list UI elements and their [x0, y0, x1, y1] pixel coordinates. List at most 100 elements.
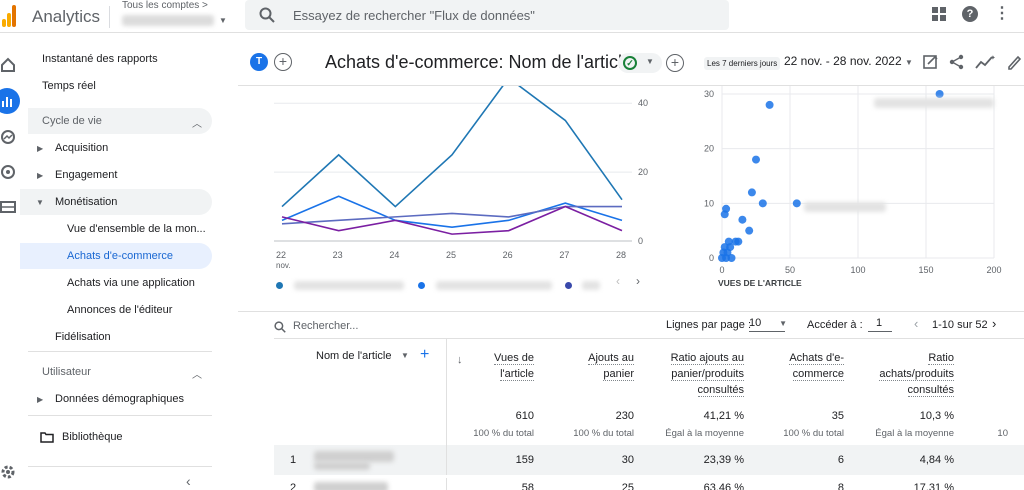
scatter-point	[747, 188, 756, 197]
account-selector[interactable]: Tous les comptes >	[122, 0, 214, 26]
caret-right-icon[interactable]: ▶	[37, 144, 44, 153]
date-range-selector[interactable]: 22 nov. - 28 nov. 2022 ▼	[784, 54, 913, 68]
sidebar-item-realtime[interactable]: Temps réel	[42, 80, 96, 92]
reports-icon[interactable]	[0, 88, 20, 114]
goto-page-input[interactable]: 1	[868, 317, 892, 332]
sidebar-item-engagement[interactable]: Engagement	[55, 169, 118, 181]
account-name-redacted	[122, 15, 214, 26]
y-tick-label: 10	[704, 198, 714, 208]
sidebar-item-ecommerce-purchases[interactable]: Achats d'e-commerce	[67, 250, 174, 262]
date-preset-chip[interactable]: Les 7 derniers jours	[704, 57, 781, 70]
x-tick-label: 26	[503, 250, 513, 260]
column-header-purchase-to-view-rate[interactable]: Ratio achats/produits consultés	[879, 352, 954, 397]
caret-right-icon[interactable]: ▶	[37, 171, 44, 180]
caret-down-icon[interactable]: ▼	[219, 16, 227, 25]
dimension-header[interactable]: Nom de l'article	[316, 350, 392, 362]
chart-legend	[276, 278, 612, 292]
sidebar-item-monetization[interactable]: Monétisation	[55, 196, 118, 208]
search-input[interactable]: Essayez de rechercher "Flux de données"	[293, 8, 535, 23]
scatter-point	[738, 215, 747, 224]
legend-prev-icon[interactable]: ‹	[616, 274, 620, 288]
x-tick-sublabel: nov.	[276, 261, 291, 270]
item-name-redacted	[314, 482, 388, 490]
search-icon	[274, 321, 286, 333]
column-header-add-to-carts[interactable]: Ajouts au panier	[588, 352, 634, 381]
sidebar-item-retention[interactable]: Fidélisation	[55, 331, 111, 343]
row-index: 1	[290, 454, 297, 466]
sidebar-item-acquisition[interactable]: Acquisition	[55, 142, 109, 154]
table-row[interactable]: 1 159 30 23,39 % 6 4,84 %	[274, 445, 1024, 475]
explore-icon[interactable]	[0, 129, 16, 145]
comparison-badge[interactable]: T	[250, 53, 268, 71]
column-header-ecommerce-purchases[interactable]: Achats d'e-commerce	[789, 352, 844, 381]
add-comparison-icon[interactable]: +	[274, 53, 292, 71]
scatter-point	[745, 226, 754, 235]
more-vert-icon[interactable]: ⋮	[994, 5, 1010, 22]
table-row[interactable]: 2 58 25 63,46 % 8 17,31 %	[274, 478, 1024, 490]
rows-per-page-select[interactable]: 10 ▼	[749, 317, 787, 332]
charts-section: 0 20 40 22 nov. 23 24 25 26 27 28 0 10 20 30 0 50 100 150…	[238, 86, 1024, 311]
pagination-label: 1-10 sur 52	[932, 319, 988, 331]
chevron-up-icon[interactable]: ︿	[192, 370, 202, 381]
advertising-icon[interactable]	[0, 164, 16, 180]
scatter-point	[765, 100, 774, 109]
legend-next-icon[interactable]: ›	[636, 274, 640, 288]
scatter-point	[758, 199, 767, 208]
caret-down-icon[interactable]: ▼	[36, 198, 44, 207]
settings-gear-icon[interactable]	[0, 464, 16, 480]
home-icon[interactable]	[0, 57, 16, 73]
sidebar-item-library[interactable]: Bibliothèque	[62, 431, 123, 443]
series-line	[281, 205, 623, 235]
search-icon	[259, 7, 275, 23]
caret-right-icon[interactable]: ▶	[37, 395, 44, 404]
prev-page-icon[interactable]: ‹	[914, 316, 919, 331]
collapse-sidebar-icon[interactable]: ‹	[186, 473, 191, 489]
scatter-point	[734, 237, 743, 246]
y-tick-label: 0	[709, 253, 714, 263]
total-sub-ecommerce-purchases: 100 % du total	[783, 428, 844, 439]
cell-ecommerce-purchases: 6	[837, 454, 844, 466]
top-icons: ? ⋮	[932, 6, 1010, 22]
sidebar-item-snapshot[interactable]: Instantané des rapports	[42, 53, 158, 65]
cell-ecommerce-purchases: 8	[837, 482, 844, 490]
customize-report-icon[interactable]	[922, 53, 940, 71]
sort-arrow-icon[interactable]: ↓	[457, 354, 463, 366]
next-page-icon[interactable]: ›	[992, 316, 997, 331]
x-tick-label: 150	[918, 265, 933, 275]
apps-grid-icon[interactable]	[932, 7, 946, 21]
sidebar-item-monetization-overview[interactable]: Vue d'ensemble de la mon...	[67, 223, 206, 235]
legend-label-redacted	[294, 281, 405, 291]
sidebar-item-in-app-purchases[interactable]: Achats via une application	[67, 277, 195, 289]
divider	[28, 415, 212, 416]
row-index: 2	[290, 482, 297, 490]
share-icon[interactable]	[948, 53, 966, 71]
caret-down-icon[interactable]: ▼	[401, 351, 409, 360]
x-tick-label: 100	[850, 265, 865, 275]
column-header-item-views[interactable]: Vues de l'article	[494, 352, 534, 381]
scatter-point	[727, 254, 736, 262]
sidebar-item-publisher-ads[interactable]: Annonces de l'éditeur	[67, 304, 173, 316]
sidebar-section-user[interactable]: Utilisateur	[42, 366, 91, 378]
report-status-chip[interactable]: ✓ ▼	[618, 53, 662, 73]
list-icon[interactable]	[0, 199, 16, 215]
x-tick-label: 27	[559, 250, 569, 260]
sidebar-item-demographics[interactable]: Données démographiques	[55, 393, 185, 405]
scatter-chart: 0 10 20 30 0 50 100 150 200 VUES DE L'ARTICLE	[704, 86, 1002, 288]
add-filter-icon[interactable]: +	[666, 54, 684, 72]
insights-icon[interactable]: ✦	[975, 53, 995, 71]
y-tick-label: 30	[704, 89, 714, 99]
totals-row: 610 100 % du total 230 100 % du total 41…	[274, 338, 1024, 448]
top-bar: Analytics Tous les comptes > ▼ Essayez d…	[0, 0, 1024, 33]
chevron-up-icon[interactable]: ︿	[192, 119, 202, 130]
total-add-to-carts: 230	[615, 410, 634, 422]
legend-swatch	[565, 282, 573, 290]
item-name-redacted	[314, 462, 370, 470]
cell-add-to-carts: 25	[621, 482, 634, 490]
help-icon[interactable]: ?	[962, 6, 978, 22]
table-search-input[interactable]: Rechercher...	[293, 320, 359, 332]
column-header-cart-to-view-rate[interactable]: Ratio ajouts au panier/produits consultés	[670, 352, 744, 397]
edit-pencil-icon[interactable]	[1006, 53, 1022, 71]
search-bar[interactable]: Essayez de rechercher "Flux de données"	[245, 0, 729, 30]
sidebar-section-lifecycle[interactable]: Cycle de vie	[42, 115, 102, 127]
add-dimension-icon[interactable]: +	[420, 346, 430, 363]
